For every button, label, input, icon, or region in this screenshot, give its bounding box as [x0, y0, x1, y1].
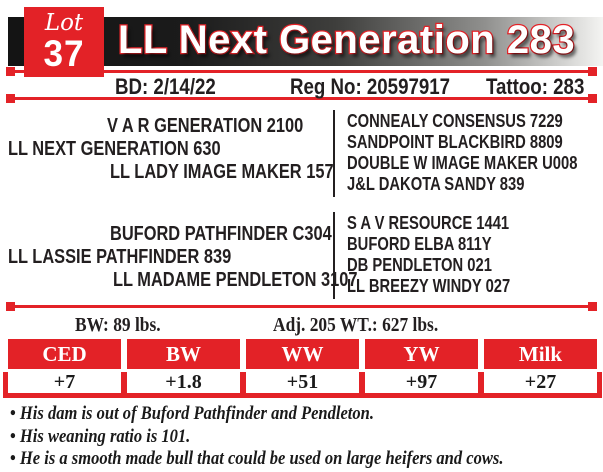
birth-weight: BW: 89 lbs.	[75, 314, 161, 336]
note-item: His dam is out of Buford Pathfinder and …	[10, 403, 503, 426]
sire-of-dam: BUFORD PATHFINDER C304	[110, 223, 333, 246]
tattoo: Tattoo: 283	[486, 74, 602, 100]
sire-name: LL NEXT GENERATION 630	[8, 138, 333, 161]
dam-name-text: LL LASSIE PATHFINDER 839	[8, 246, 232, 268]
epd-header-row: CED BW WW YW Milk	[8, 339, 597, 369]
sire-ancestor-text: SANDPOINT BLACKBIRD 8809	[347, 132, 563, 152]
note-item: His weaning ratio is 101.	[10, 426, 503, 449]
animal-title: LL Next Generation 283	[117, 17, 576, 64]
adj-205-weight: Adj. 205 WT.: 627 lbs.	[273, 314, 439, 336]
birth-date: BD: 2/14/22	[115, 74, 234, 100]
sire-ancestors: CONNEALY CONSENSUS 7229 SANDPOINT BLACKB…	[333, 110, 603, 197]
dam-ancestors: S A V RESOURCE 1441 BUFORD ELBA 811Y DB …	[333, 212, 546, 299]
lot-number: 37	[43, 33, 85, 74]
sire-ancestor: CONNEALY CONSENSUS 7229	[347, 111, 603, 132]
sire-ancestor-text: J&L DAKOTA SANDY 839	[347, 174, 525, 194]
dam-ancestor: BUFORD ELBA 811Y	[347, 234, 546, 255]
sire-of-sire: V A R GENERATION 2100	[107, 115, 333, 138]
divider-top	[6, 67, 597, 76]
epd-header-bw: BW	[127, 339, 240, 369]
epd-header-ww: WW	[246, 339, 359, 369]
epd-table: CED BW WW YW Milk +7 +1.8 +51 +97 +27	[3, 339, 602, 398]
epd-header-milk: Milk	[484, 339, 597, 369]
dam-name: LL LASSIE PATHFINDER 839	[8, 246, 333, 269]
sire-ancestor: SANDPOINT BLACKBIRD 8809	[347, 132, 603, 153]
epd-value-milk: +27	[484, 372, 597, 393]
dam-ancestor-text: DB PENDLETON 021	[347, 255, 492, 275]
dam-of-sire: LL LADY IMAGE MAKER 157	[110, 161, 334, 184]
epd-value-row: +7 +1.8 +51 +97 +27	[3, 372, 602, 398]
dam-ancestor: DB PENDLETON 021	[347, 255, 546, 276]
sire-ancestor-text: CONNEALY CONSENSUS 7229	[347, 111, 563, 131]
epd-value-ced: +7	[8, 372, 121, 393]
note-item: He is a smooth made bull that could be u…	[10, 448, 504, 471]
sire-of-dam-text: BUFORD PATHFINDER C304	[110, 223, 332, 245]
reg-number: Reg No: 20597917	[290, 74, 478, 100]
divider-pedigree	[6, 302, 597, 311]
dam-ancestor-text: BUFORD ELBA 811Y	[347, 234, 492, 254]
header-bar	[8, 17, 603, 66]
dam-of-sire-text: LL LADY IMAGE MAKER 157	[110, 161, 334, 183]
dam-ancestor: S A V RESOURCE 1441	[347, 213, 546, 234]
sire-of-sire-text: V A R GENERATION 2100	[107, 115, 304, 137]
notes-list: His dam is out of Buford Pathfinder and …	[10, 403, 577, 471]
lot-badge: Lot 37	[24, 7, 104, 77]
sire-ancestor-text: DOUBLE W IMAGE MAKER U008	[347, 153, 578, 173]
sire-name-text: LL NEXT GENERATION 630	[8, 138, 221, 160]
epd-value-ww: +51	[246, 372, 359, 393]
reg-number-text: Reg No: 20597917	[290, 74, 451, 99]
sire-ancestor: DOUBLE W IMAGE MAKER U008	[347, 153, 603, 174]
dam-block: BUFORD PATHFINDER C304 LL LASSIE PATHFIN…	[8, 223, 358, 292]
dam-ancestor-text: S A V RESOURCE 1441	[347, 213, 510, 233]
tattoo-text: Tattoo: 283	[486, 74, 585, 99]
epd-header-ced: CED	[8, 339, 121, 369]
sire-ancestor: J&L DAKOTA SANDY 839	[347, 174, 603, 195]
birth-date-text: BD: 2/14/22	[115, 74, 216, 99]
epd-value-yw: +97	[365, 372, 478, 393]
divider-meta	[6, 94, 597, 103]
dam-ancestor: LL BREEZY WINDY 027	[347, 276, 546, 297]
dam-ancestor-text: LL BREEZY WINDY 027	[347, 276, 511, 296]
dam-of-dam-text: LL MADAME PENDLETON 3107	[113, 269, 358, 291]
dam-of-dam: LL MADAME PENDLETON 3107	[113, 269, 358, 292]
epd-value-bw: +1.8	[127, 372, 240, 393]
lot-label: Lot	[44, 10, 84, 36]
sire-block: V A R GENERATION 2100 LL NEXT GENERATION…	[8, 115, 334, 184]
epd-header-yw: YW	[365, 339, 478, 369]
